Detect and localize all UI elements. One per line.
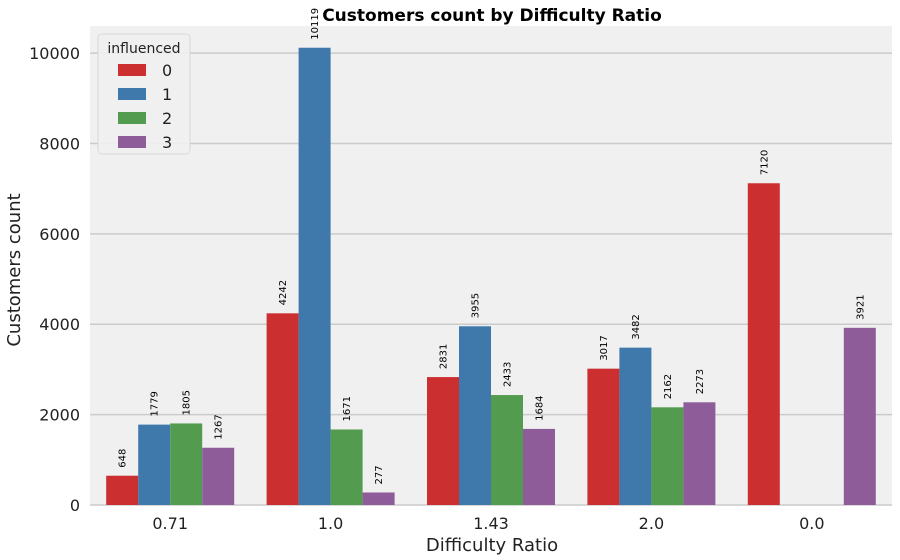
x-axis-ticks: 0.71 1.0 1.43 2.0 0.0 <box>152 514 824 533</box>
data-labels-group: 648 1779 1805 1267 4242 10119 1671 277 2831 3955 2… <box>118 8 867 485</box>
y-tick-label: 0 <box>70 496 80 515</box>
legend-title: influenced <box>107 41 180 57</box>
data-label: 1684 <box>535 395 546 420</box>
bar <box>202 447 235 505</box>
data-label: 2273 <box>695 369 706 394</box>
legend-swatch <box>118 112 146 124</box>
legend-swatch <box>118 88 146 100</box>
data-label: 1805 <box>182 390 193 415</box>
x-tick-label: 1.0 <box>318 514 343 533</box>
bar <box>619 347 652 505</box>
data-label: 2433 <box>503 362 514 387</box>
legend-entry-label: 1 <box>162 85 172 104</box>
bar <box>362 492 395 505</box>
y-tick-label: 2000 <box>39 406 80 425</box>
legend-entry-label: 2 <box>162 109 172 128</box>
data-label: 10119 <box>310 8 321 40</box>
bar <box>298 47 331 506</box>
legend-entry-label: 3 <box>162 133 172 152</box>
y-tick-label: 4000 <box>39 315 80 334</box>
data-label: 3955 <box>471 293 482 318</box>
x-tick-label: 2.0 <box>639 514 664 533</box>
legend: influenced 0 1 2 3 <box>97 33 191 155</box>
data-label: 3482 <box>631 314 642 339</box>
bar <box>138 424 171 505</box>
data-label: 1779 <box>150 391 161 416</box>
y-axis-label: Customers count <box>4 193 25 346</box>
bar <box>170 423 203 505</box>
bar <box>427 377 459 505</box>
y-axis-ticks: 0 2000 4000 6000 8000 10000 <box>29 44 80 515</box>
x-axis-label: Difficulty Ratio <box>426 535 558 556</box>
data-label: 4242 <box>278 280 289 305</box>
legend-entry-label: 0 <box>162 61 172 80</box>
y-tick-label: 8000 <box>39 134 80 153</box>
data-label: 2162 <box>663 374 674 399</box>
x-tick-label: 1.43 <box>473 514 509 533</box>
legend-swatch <box>118 64 146 76</box>
bar <box>266 313 299 505</box>
bar <box>491 395 523 505</box>
data-label: 3017 <box>599 335 610 360</box>
legend-swatch <box>118 136 146 148</box>
y-tick-label: 6000 <box>39 225 80 244</box>
bar <box>843 327 876 505</box>
bar <box>683 402 716 505</box>
data-label: 3921 <box>855 294 866 319</box>
data-label: 1671 <box>342 396 353 421</box>
bars-group <box>106 47 876 506</box>
bar <box>330 429 363 505</box>
bar <box>459 326 491 505</box>
chart-title: Customers count by Difficulty Ratio <box>322 6 662 26</box>
bar <box>523 428 555 505</box>
bar <box>106 475 139 505</box>
x-tick-label: 0.0 <box>799 514 824 533</box>
bar <box>747 183 780 506</box>
legend-items: 0 1 2 3 <box>118 61 172 152</box>
bar <box>651 407 684 505</box>
data-label: 2831 <box>439 344 450 369</box>
x-tick-label: 0.71 <box>152 514 188 533</box>
data-label: 277 <box>374 465 385 484</box>
data-label: 648 <box>118 449 129 468</box>
y-tick-label: 10000 <box>29 44 80 63</box>
data-label: 1267 <box>214 414 225 439</box>
data-label: 7120 <box>759 150 770 175</box>
bar <box>587 368 620 505</box>
